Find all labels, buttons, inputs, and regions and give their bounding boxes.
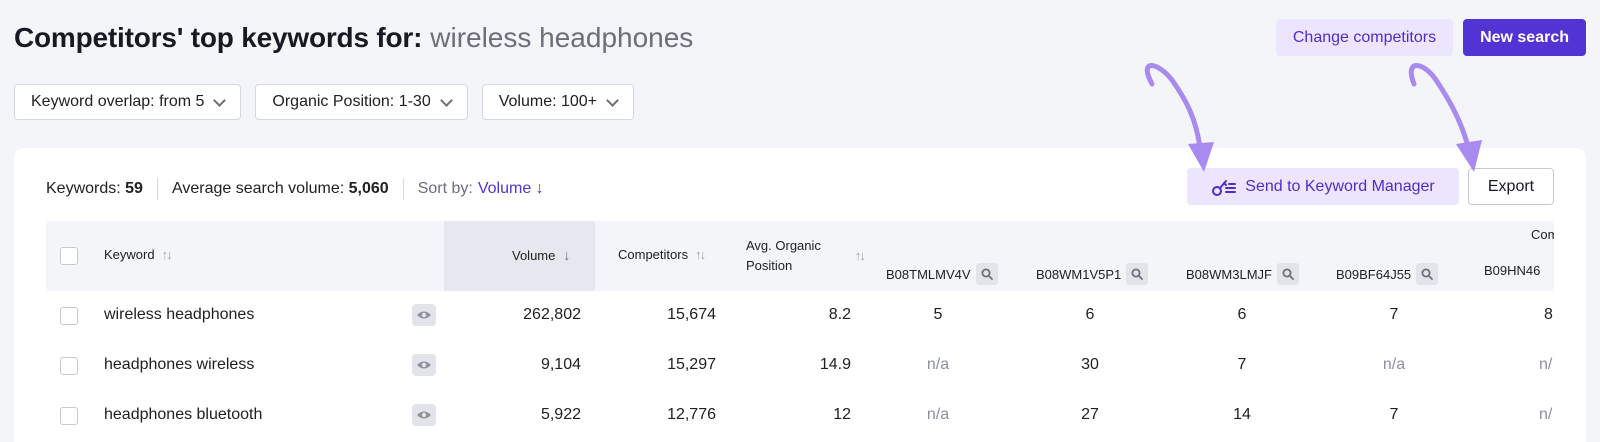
asin-column-header: B08WM3LMJF	[1186, 263, 1299, 285]
eye-icon[interactable]	[412, 354, 436, 376]
eye-icon[interactable]	[412, 404, 436, 426]
volume-filter[interactable]: Volume: 100+	[481, 84, 635, 120]
competitors-cell: 12,776	[667, 406, 716, 423]
volume-cell: 262,802	[523, 306, 581, 323]
sort-selector[interactable]: Volume ↓	[477, 180, 544, 197]
send-button-label: Send to Keyword Manager	[1245, 177, 1435, 195]
average-volume: Average search volume: 5,060	[171, 180, 389, 197]
table-row[interactable]: headphones wireless 9,104 15,297 14.9 n/…	[46, 341, 1554, 391]
keyword-column-header[interactable]: Keyword ↑↓	[104, 247, 173, 262]
table-row[interactable]: wireless headphones 262,802 15,674 8.2 5…	[46, 291, 1554, 341]
position-cell: 7	[1237, 356, 1247, 373]
send-to-keyword-manager-button[interactable]: Send to Keyword Manager	[1187, 168, 1459, 205]
keyword-manager-icon	[1212, 179, 1237, 196]
stats-bar: Keywords: 59 Average search volume: 5,06…	[46, 178, 544, 200]
asin-column-header: B08WM1V5P1	[1036, 263, 1149, 285]
position-cell: n/	[1539, 406, 1553, 423]
search-icon[interactable]	[975, 263, 998, 285]
position-cell: 6	[1085, 306, 1095, 323]
row-checkbox[interactable]	[60, 407, 78, 425]
filter-label: Keyword overlap: from 5	[31, 93, 205, 110]
select-all-checkbox[interactable]	[60, 247, 78, 265]
organic-position-filter[interactable]: Organic Position: 1-30	[255, 84, 468, 120]
annotation-arrow	[1144, 63, 1203, 151]
position-cell: n/a	[926, 356, 950, 373]
filter-bar: Keyword overlap: from 5 Organic Position…	[14, 84, 635, 120]
volume-cell: 5,922	[540, 406, 581, 423]
volume-cell: 9,104	[540, 356, 581, 373]
results-panel: Keywords: 59 Average search volume: 5,06…	[14, 148, 1586, 442]
asin-column-header: B09HN46	[1484, 263, 1541, 278]
divider	[402, 178, 404, 200]
position-cell: 6	[1237, 306, 1247, 323]
keyword-cell[interactable]: wireless headphones	[104, 306, 255, 323]
annotation-arrow	[1408, 63, 1471, 149]
change-competitors-button[interactable]: Change competitors	[1275, 19, 1454, 56]
sort-icon: ↑↓	[161, 247, 173, 262]
position-cell: 8	[1544, 306, 1553, 323]
avg-position-cell: 8.2	[828, 306, 851, 323]
position-cell: 14	[1233, 406, 1251, 423]
keyword-cell[interactable]: headphones wireless	[104, 356, 255, 373]
position-cell: 27	[1081, 406, 1099, 423]
competitors-column-header[interactable]: Competitors ↑↓	[618, 247, 706, 262]
competitors-cell: 15,674	[667, 306, 716, 323]
eye-icon[interactable]	[412, 304, 436, 326]
asin-column-header: B09BF64J55	[1336, 263, 1439, 285]
new-search-button[interactable]: New search	[1463, 19, 1586, 56]
avg-position-cell: 14.9	[819, 356, 851, 373]
filter-label: Organic Position: 1-30	[272, 93, 431, 110]
keywords-count: Keywords: 59	[46, 180, 143, 197]
sort-icon: ↑↓	[854, 248, 866, 263]
table-header: Keyword ↑↓ Volume ↓ Competitors ↑↓ Avg. …	[46, 221, 1554, 291]
divider	[156, 178, 158, 200]
page-title: Competitors' top keywords for:	[14, 22, 423, 53]
chevron-down-icon	[439, 93, 453, 107]
position-cell: n/a	[1382, 356, 1406, 373]
asin-column-header: B08TMLMV4V	[886, 263, 998, 285]
search-query: wireless headphones	[430, 22, 694, 53]
search-icon[interactable]	[1276, 263, 1299, 285]
search-icon[interactable]	[1416, 263, 1439, 285]
keywords-table: Keyword ↑↓ Volume ↓ Competitors ↑↓ Avg. …	[46, 221, 1554, 442]
keyword-overlap-filter[interactable]: Keyword overlap: from 5	[14, 84, 242, 120]
chevron-down-icon	[213, 93, 227, 107]
sort-label: Sort by:	[417, 180, 473, 197]
avg-position-cell: 12	[833, 406, 851, 423]
row-checkbox[interactable]	[60, 357, 78, 375]
competitors-group-header: Com	[1531, 227, 1554, 242]
position-cell: 5	[933, 306, 943, 323]
keyword-cell[interactable]: headphones bluetooth	[104, 406, 263, 423]
position-cell: n/a	[926, 406, 950, 423]
table-row[interactable]: headphones bluetooth 5,922 12,776 12 n/a…	[46, 391, 1554, 441]
position-cell: 30	[1081, 356, 1099, 373]
search-icon[interactable]	[1126, 263, 1149, 285]
position-cell: n/	[1539, 356, 1553, 373]
avg-position-column-header[interactable]: Avg. Organic Position ↑↓	[746, 238, 866, 273]
export-button[interactable]: Export	[1468, 168, 1554, 205]
sorted-column-highlight	[444, 221, 595, 291]
position-cell: 7	[1389, 306, 1399, 323]
row-checkbox[interactable]	[60, 307, 78, 325]
page-header: Competitors' top keywords for: wireless …	[14, 18, 693, 58]
sort-desc-icon: ↓	[563, 247, 571, 263]
position-cell: 7	[1389, 406, 1399, 423]
top-actions: Change competitors New search	[1275, 19, 1586, 56]
sort-icon: ↑↓	[695, 247, 706, 262]
filter-label: Volume: 100+	[498, 93, 598, 110]
chevron-down-icon	[606, 93, 619, 107]
competitors-cell: 15,297	[667, 356, 716, 373]
volume-column-header[interactable]: Volume ↓	[512, 247, 571, 263]
